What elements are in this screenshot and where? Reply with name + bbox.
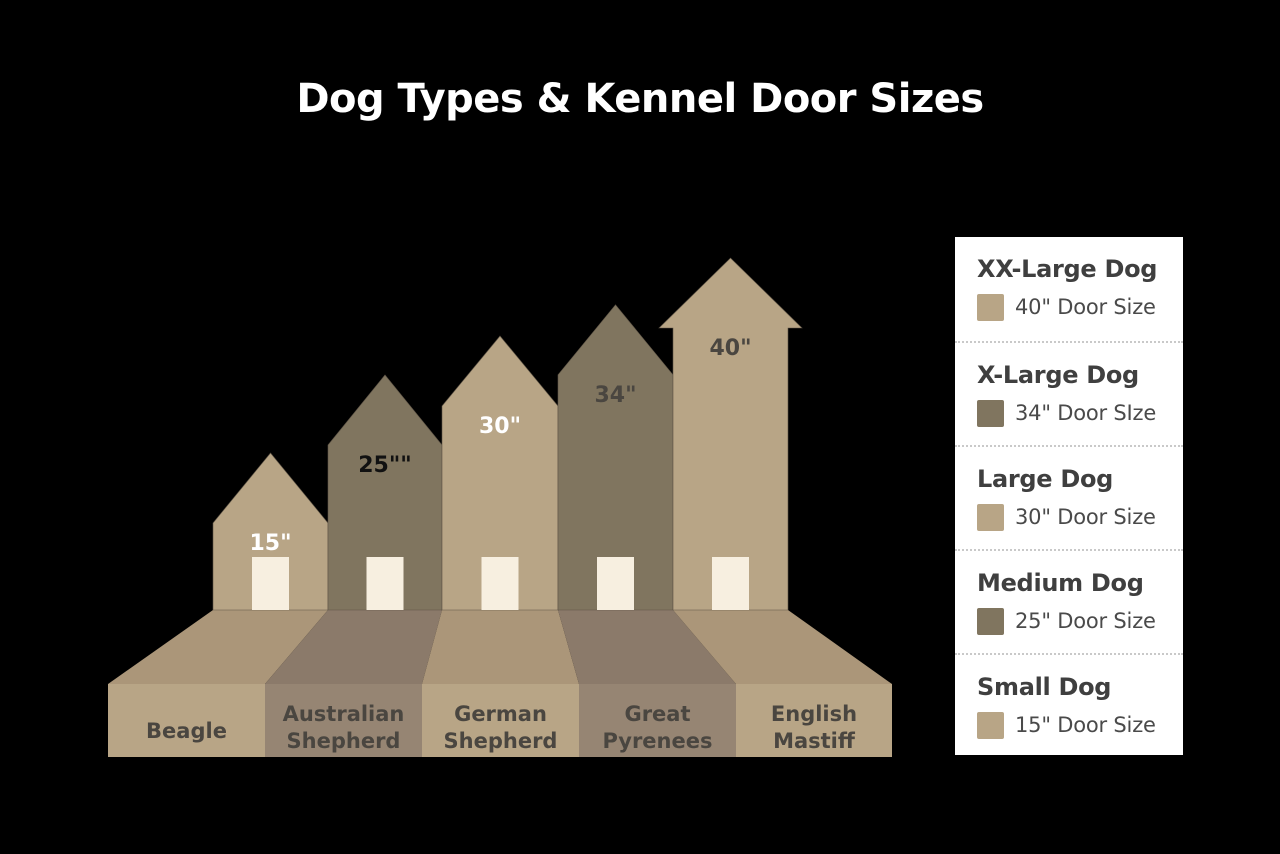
legend-swatch [977, 504, 1004, 531]
breed-label: Australian [283, 702, 405, 726]
legend-item: XX-Large Dog 40" Door Size [955, 237, 1183, 341]
door-size-label: 40" [709, 336, 751, 361]
kennel-house: 15" [212, 452, 329, 611]
breed-panel [265, 684, 422, 757]
breed-label: Beagle [146, 719, 227, 743]
floor-segment [422, 610, 579, 684]
legend-dog-size: Large Dog [977, 465, 1114, 493]
breed-panel [422, 684, 579, 757]
legend-door-size: 15" Door Size [1015, 713, 1156, 737]
kennel-door [712, 557, 749, 610]
door-size-label: 34" [594, 383, 636, 408]
door-size-label: 25"" [358, 453, 412, 478]
floor-segment [108, 610, 328, 684]
kennel-house: 30" [441, 335, 559, 611]
legend-dog-size: XX-Large Dog [977, 255, 1158, 283]
legend-item: X-Large Dog 34" Door SIze [955, 341, 1183, 445]
house-body [212, 452, 329, 611]
breed-label: Great [624, 702, 690, 726]
breed-panel [579, 684, 736, 757]
kennel-door [366, 557, 404, 610]
breed-label: English [771, 702, 857, 726]
legend-item: Medium Dog 25" Door Size [955, 549, 1183, 653]
legend-swatch [977, 712, 1004, 739]
legend-dog-size: Medium Dog [977, 569, 1144, 597]
breed-label: Shepherd [444, 729, 558, 753]
door-size-label: 15" [249, 531, 291, 556]
house-body [557, 304, 674, 611]
breed-label: Shepherd [287, 729, 401, 753]
kennel-house: 34" [557, 304, 674, 611]
legend-door-size: 25" Door Size [1015, 609, 1156, 633]
legend-swatch [977, 294, 1004, 321]
floor-segment [673, 610, 892, 684]
kennel-house: 40" [658, 257, 803, 611]
legend-swatch [977, 400, 1004, 427]
chart-title: Dog Types & Kennel Door Sizes [296, 76, 984, 122]
floor-segment [558, 610, 736, 684]
kennel-door [252, 557, 289, 610]
kennel-door [597, 557, 634, 610]
legend-door-size: 40" Door Size [1015, 295, 1156, 319]
breed-panel [108, 684, 265, 757]
door-size-label: 30" [479, 414, 521, 439]
legend-swatch [977, 608, 1004, 635]
house-body [441, 335, 559, 611]
legend-door-size: 30" Door Size [1015, 505, 1156, 529]
kennel-door [481, 557, 519, 610]
legend-door-size: 34" Door SIze [1015, 401, 1157, 425]
breed-label: Pyrenees [602, 729, 712, 753]
floor-segment [265, 610, 442, 684]
breed-panel [736, 684, 892, 757]
legend-item: Large Dog 30" Door Size [955, 445, 1183, 549]
breed-label: Mastiff [773, 729, 856, 753]
legend: XX-Large Dog 40" Door Size X-Large Dog 34" … [955, 237, 1183, 755]
house-body [658, 257, 803, 611]
legend-dog-size: X-Large Dog [977, 361, 1139, 389]
legend-item: Small Dog 15" Door Size [955, 653, 1183, 757]
breed-label: German [454, 702, 547, 726]
kennel-house: 25"" [327, 374, 443, 611]
legend-dog-size: Small Dog [977, 673, 1112, 701]
house-body [327, 374, 443, 611]
